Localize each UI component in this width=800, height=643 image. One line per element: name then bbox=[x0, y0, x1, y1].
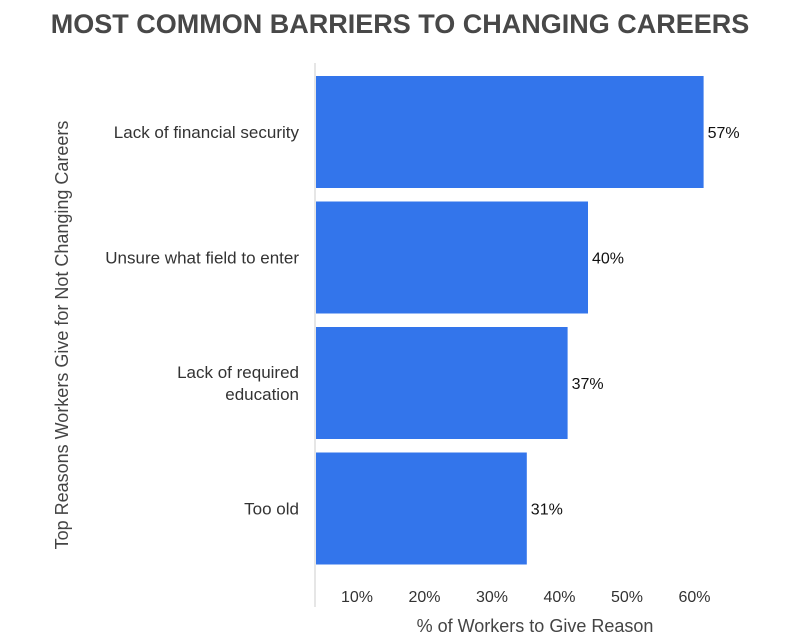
bar bbox=[316, 76, 704, 188]
value-label: 37% bbox=[572, 376, 604, 393]
value-label: 57% bbox=[708, 125, 740, 142]
x-tick-label: 50% bbox=[611, 589, 643, 606]
x-tick-label: 30% bbox=[476, 589, 508, 606]
x-tick-label: 20% bbox=[408, 589, 440, 606]
x-tick-label: 40% bbox=[543, 589, 575, 606]
category-labels: Lack of financial security Unsure what fi… bbox=[105, 123, 299, 519]
category-label: Lack of required bbox=[177, 363, 299, 382]
chart-title: MOST COMMON BARRIERS TO CHANGING CAREERS bbox=[51, 9, 750, 39]
bar bbox=[316, 452, 527, 565]
bar bbox=[316, 201, 588, 314]
category-label: Too old bbox=[244, 500, 299, 519]
x-tick-label: 10% bbox=[341, 589, 373, 606]
value-label: 40% bbox=[592, 251, 624, 268]
y-axis-title: Top Reasons Workers Give for Not Changin… bbox=[52, 121, 72, 550]
value-labels: 57% 40% 37% 31% bbox=[531, 125, 740, 519]
category-label: Unsure what field to enter bbox=[105, 249, 299, 268]
x-tick-label: 60% bbox=[678, 589, 710, 606]
bar bbox=[316, 327, 568, 439]
x-axis-title: % of Workers to Give Reason bbox=[417, 616, 654, 636]
value-label: 31% bbox=[531, 502, 563, 519]
bars-group bbox=[316, 76, 704, 565]
category-label: Lack of financial security bbox=[114, 123, 300, 142]
x-tick-labels: 10% 20% 30% 40% 50% 60% bbox=[341, 589, 711, 606]
category-label: education bbox=[225, 385, 299, 404]
